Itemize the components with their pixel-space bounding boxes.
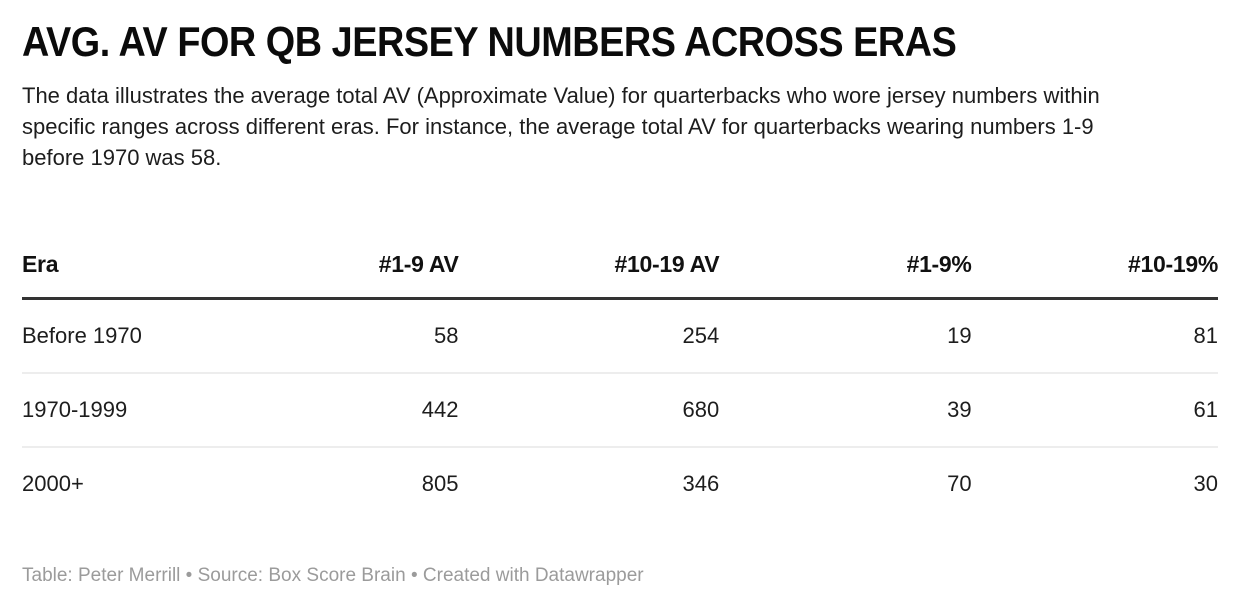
table-cell: 70 <box>947 471 972 496</box>
column-header-10-19-av: #10-19 AV <box>458 251 720 300</box>
table-cell: 61 <box>971 373 1218 448</box>
table-cell-era: 1970-1999 <box>22 373 222 448</box>
table-cell: 81 <box>971 298 1218 374</box>
table-row: 2000+ 805 346 70 30 <box>22 447 1218 520</box>
page-title: AVG. AV FOR QB JERSEY NUMBERS ACROSS ERA… <box>22 18 957 65</box>
footer-source-label: Source: <box>197 565 269 586</box>
attribution-footer: Table: Peter Merrill • Source: Box Score… <box>22 564 1218 588</box>
footer-separator: • <box>405 565 423 586</box>
footer-table-label: Table: <box>22 565 78 586</box>
table-header-row: Era #1-9 AV #10-19 AV #1-9% #10-19% <box>22 251 1218 300</box>
footer-datawrapper-credit-link[interactable]: Created with Datawrapper <box>422 565 644 586</box>
chart-container: AVG. AV FOR QB JERSEY NUMBERS ACROSS ERA… <box>22 18 1218 588</box>
table-cell-era: 2000+ <box>22 471 84 496</box>
table-row: Before 1970 58 254 19 81 <box>22 298 1218 374</box>
table-cell: 805 <box>421 471 459 496</box>
table-cell: 39 <box>719 373 972 448</box>
table-cell-era: Before 1970 <box>22 298 222 374</box>
table-cell: 346 <box>682 471 720 496</box>
table-cell: 254 <box>458 298 720 374</box>
table-cell: 680 <box>458 373 720 448</box>
chart-description: The data illustrates the average total A… <box>22 83 1100 170</box>
table-cell: 442 <box>221 373 459 448</box>
column-header-1-9-pct: #1-9% <box>719 251 972 300</box>
footer-separator: • <box>180 565 198 586</box>
footer-author-link[interactable]: Peter Merrill <box>77 565 181 586</box>
table-cell: 58 <box>221 298 459 374</box>
column-header-10-19-pct: #10-19% <box>971 251 1218 300</box>
data-table: Era #1-9 AV #10-19 AV #1-9% #10-19% Befo… <box>22 251 1218 520</box>
column-header-era: Era <box>22 251 222 300</box>
table-row: 1970-1999 442 680 39 61 <box>22 373 1218 448</box>
table-cell: 30 <box>1193 471 1218 496</box>
footer-source-link[interactable]: Box Score Brain <box>268 565 406 586</box>
column-header-1-9-av: #1-9 AV <box>221 251 459 300</box>
table-cell: 19 <box>719 298 972 374</box>
